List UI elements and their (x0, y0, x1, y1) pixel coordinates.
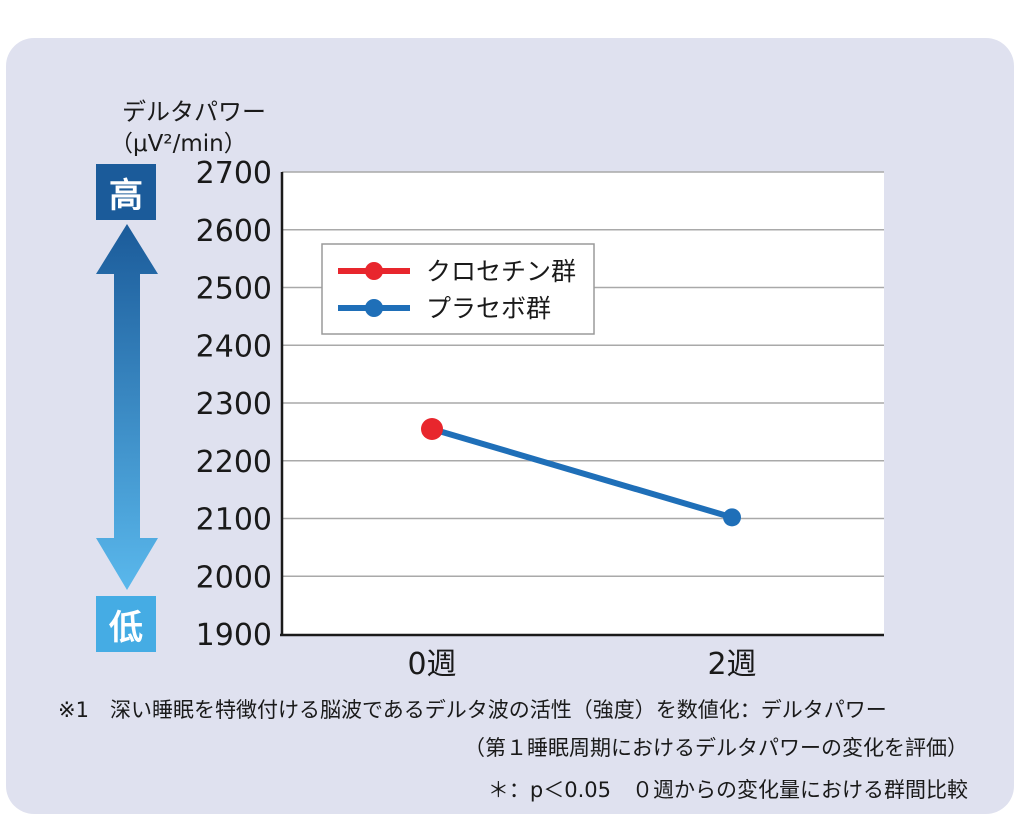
y-tick-label: 2600 (196, 214, 272, 249)
footnote-1: ※1 深い睡眠を特徴付ける脳波であるデルタ波の活性（強度）を数値化：デルタパワー (58, 698, 887, 722)
y-axis-label: デルタパワー (122, 98, 266, 126)
legend-label-placebo: プラセボ群 (426, 294, 551, 323)
vertical-scale-arrow-icon (96, 224, 158, 590)
series-line-placebo (429, 425, 735, 521)
data-point-crocetin (421, 417, 443, 440)
legend: クロセチン群 プラセボ群 (321, 243, 595, 335)
data-point-placebo (723, 508, 741, 527)
y-tick-label: 2300 (196, 387, 272, 422)
y-tick-label: 2200 (196, 445, 272, 480)
footnote-2: （第１睡眠周期におけるデルタパワーの変化を評価） (464, 736, 968, 760)
x-tick-label: 0週 (407, 647, 456, 682)
x-tick-label: 2週 (707, 647, 756, 682)
legend-label-crocetin: クロセチン群 (426, 257, 576, 286)
y-axis-unit: （μV²/min） (110, 131, 247, 157)
scale-high-badge: 高 (96, 164, 156, 220)
legend-marker-placebo (365, 299, 383, 317)
y-tick-label: 2000 (196, 560, 272, 595)
legend-box (321, 243, 595, 335)
y-tick-label: 2500 (196, 272, 272, 307)
scale-low-badge: 低 (96, 596, 156, 652)
y-tick-label: 2400 (196, 329, 272, 364)
y-tick-label: 2100 (196, 503, 272, 538)
legend-marker-crocetin (365, 262, 383, 280)
y-tick-label: 2700 (196, 156, 272, 191)
footnote-significance: ＊：p＜0.05 ０週からの変化量における群間比較 (487, 778, 968, 802)
y-tick-label: 1900 (196, 618, 272, 653)
